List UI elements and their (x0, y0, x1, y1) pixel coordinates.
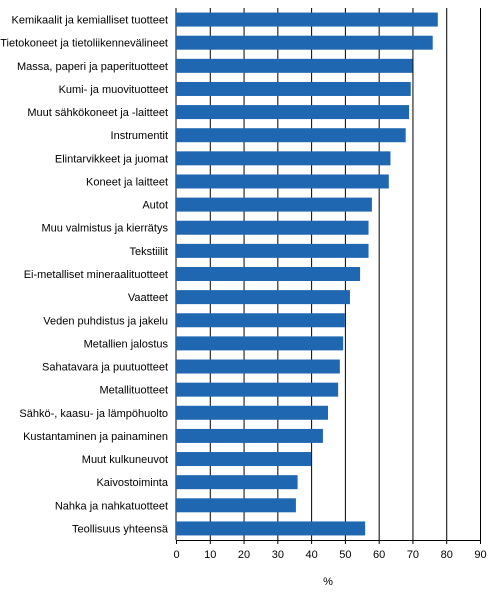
x-tick-label: 90 (474, 549, 486, 561)
category-label: Koneet ja laitteet (86, 176, 168, 188)
bar (176, 197, 372, 212)
bar (176, 174, 389, 189)
bar (176, 243, 369, 258)
category-label: Tietokoneet ja tietoliikennevälineet (0, 38, 168, 50)
bar (176, 151, 391, 166)
category-label: Nahka ja nahkatuotteet (55, 500, 168, 512)
bar (176, 12, 438, 27)
bar (176, 382, 339, 397)
bar (176, 359, 340, 374)
category-label: Autot (142, 200, 168, 212)
x-tick-label: 50 (339, 549, 351, 561)
bar (176, 58, 413, 73)
category-label: Metallituotteet (100, 385, 168, 397)
category-label: Teollisuus yhteensä (72, 523, 169, 535)
category-label: Ei-metalliset mineraalituotteet (24, 269, 168, 281)
category-label: Massa, paperi ja paperituotteet (17, 61, 168, 73)
category-label: Tekstiilit (129, 246, 168, 258)
bar (176, 220, 369, 235)
bar (176, 405, 328, 420)
x-tick-label: 80 (441, 549, 453, 561)
bar (176, 428, 323, 443)
category-label: Muut sähkökoneet ja -laitteet (27, 107, 168, 119)
bar (176, 267, 361, 281)
bars (176, 12, 438, 536)
category-label: Sahatavara ja puutuotteet (42, 362, 168, 374)
bar (176, 35, 433, 50)
x-tick-label: 10 (204, 549, 216, 561)
bar (176, 521, 366, 536)
bar (176, 290, 350, 305)
category-label: Kumi- ja muovituotteet (59, 84, 168, 96)
category-label: Instrumentit (111, 130, 168, 142)
x-axis-title: % (323, 576, 333, 588)
category-label: Kemikaalit ja kemialliset tuotteet (11, 15, 168, 27)
category-label: Elintarvikkeet ja juomat (55, 153, 168, 165)
category-label: Sähkö-, kaasu- ja lämpöhuolto (19, 408, 168, 420)
x-tick-label: 70 (407, 549, 419, 561)
bar (176, 81, 411, 96)
category-label: Muu valmistus ja kierrätys (41, 223, 168, 235)
category-label: Metallien jalostus (84, 338, 169, 350)
x-tick-label: 0 (173, 549, 179, 561)
x-tick-label: 40 (305, 549, 317, 561)
category-label: Vaatteet (128, 292, 168, 304)
category-label: Veden puhdistus ja jakelu (43, 315, 168, 327)
bar (176, 128, 406, 143)
bar (176, 336, 344, 351)
bar (176, 498, 296, 513)
bar (176, 105, 410, 120)
bar (176, 313, 345, 328)
x-tick-label: 20 (238, 549, 250, 561)
category-label: Muut kulkuneuvot (82, 454, 168, 466)
x-ticks: 0 10 20 30 40 50 60 70 80 90 (173, 540, 487, 561)
category-labels: Kemikaalit ja kemialliset tuotteet Tietok… (0, 15, 169, 536)
bar (176, 452, 312, 467)
category-label: Kaivostoiminta (96, 477, 168, 489)
x-tick-label: 60 (373, 549, 385, 561)
bar (176, 475, 298, 490)
category-label: Kustantaminen ja painaminen (23, 431, 168, 443)
x-tick-label: 30 (272, 549, 284, 561)
